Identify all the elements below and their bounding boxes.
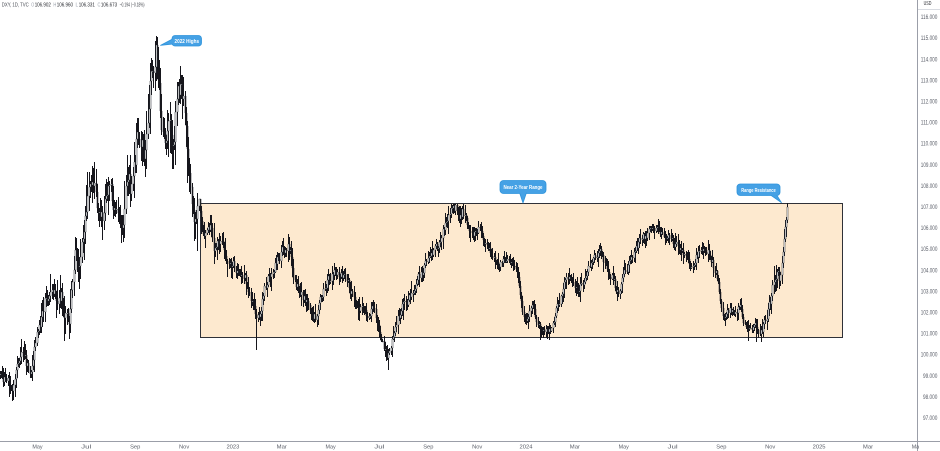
svg-text:2024: 2024 xyxy=(520,444,534,450)
svg-text:Nov: Nov xyxy=(472,444,482,450)
svg-text:Mar: Mar xyxy=(277,444,287,450)
svg-text:98.000: 98.000 xyxy=(923,395,938,401)
svg-text:97.000: 97.000 xyxy=(923,416,938,422)
svg-text:May: May xyxy=(912,444,922,450)
svg-text:Near 2-Year Range: Near 2-Year Range xyxy=(504,185,543,191)
svg-text:101.000: 101.000 xyxy=(921,332,938,338)
svg-text:Sep: Sep xyxy=(423,444,433,450)
svg-text:106.673: 106.673 xyxy=(101,2,117,8)
svg-text:114.000: 114.000 xyxy=(921,57,938,63)
svg-text:100.000: 100.000 xyxy=(921,353,938,359)
svg-text:107.000: 107.000 xyxy=(921,205,938,211)
svg-text:102.000: 102.000 xyxy=(921,311,938,317)
svg-text:May: May xyxy=(619,444,629,450)
svg-text:106.902: 106.902 xyxy=(35,2,51,8)
svg-text:C: C xyxy=(98,2,101,8)
svg-text:Mar: Mar xyxy=(863,444,873,450)
svg-text:L: L xyxy=(76,2,79,8)
svg-text:106.331: 106.331 xyxy=(79,2,95,8)
svg-text:2025: 2025 xyxy=(813,444,826,450)
svg-text:May: May xyxy=(32,444,42,450)
svg-text:Jul: Jul xyxy=(668,444,678,450)
svg-text:113.000: 113.000 xyxy=(921,78,938,84)
svg-text:103.000: 103.000 xyxy=(921,289,938,295)
svg-text:Nov: Nov xyxy=(179,444,189,450)
svg-text:108.000: 108.000 xyxy=(921,184,938,190)
svg-text:112.000: 112.000 xyxy=(921,100,938,106)
svg-text:115.000: 115.000 xyxy=(921,36,938,42)
svg-text:Jul: Jul xyxy=(81,444,91,450)
svg-text:DXY, 1D, TVC: DXY, 1D, TVC xyxy=(2,2,29,8)
svg-text:Nov: Nov xyxy=(765,444,775,450)
svg-text:2022 Highs: 2022 Highs xyxy=(175,39,200,45)
svg-text:105.000: 105.000 xyxy=(921,247,938,253)
svg-text:109.000: 109.000 xyxy=(921,163,938,169)
svg-text:Jul: Jul xyxy=(374,444,384,450)
svg-text:Sep: Sep xyxy=(716,444,726,450)
svg-text:2023: 2023 xyxy=(226,444,239,450)
svg-text:Sep: Sep xyxy=(130,444,140,450)
svg-text:106.960: 106.960 xyxy=(57,2,73,8)
svg-text:H: H xyxy=(53,2,56,8)
svg-text:110.000: 110.000 xyxy=(921,142,938,148)
svg-text:99.000: 99.000 xyxy=(923,374,938,380)
svg-text:116.000: 116.000 xyxy=(921,15,938,21)
svg-text:O: O xyxy=(31,2,34,8)
svg-text:106.000: 106.000 xyxy=(921,226,938,232)
svg-text:104.000: 104.000 xyxy=(921,268,938,274)
svg-text:−0.194 (−0.18%): −0.194 (−0.18%) xyxy=(120,2,145,8)
svg-text:111.000: 111.000 xyxy=(921,121,938,127)
svg-text:May: May xyxy=(326,444,336,450)
svg-text:Range Resistance: Range Resistance xyxy=(741,188,776,194)
svg-text:Mar: Mar xyxy=(570,444,580,450)
